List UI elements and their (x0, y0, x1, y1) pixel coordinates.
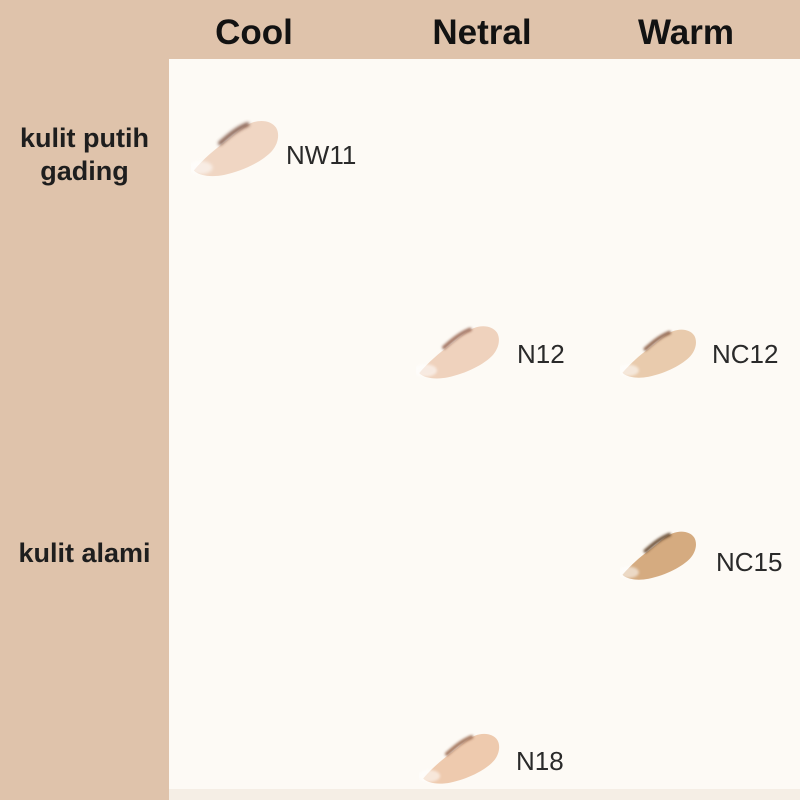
foundation-swatch-nc15 (620, 524, 702, 583)
column-header-warm: Warm (638, 13, 734, 52)
foundation-swatch-nw11 (191, 112, 285, 180)
shade-label-n18: N18 (516, 746, 564, 776)
row-label-kulit-putih-gading: kulit putih gading (0, 122, 169, 188)
swatch-smear-icon (620, 531, 696, 580)
shade-label-nw11: NW11 (286, 140, 357, 170)
column-header-cool: Cool (215, 13, 293, 52)
row-label-line: kulit putih (20, 123, 149, 153)
swatch-smear-icon (620, 329, 696, 378)
swatch-smear-icon (416, 326, 499, 379)
row-label-line: gading (40, 156, 129, 186)
row-label-kulit-alami: kulit alami (0, 537, 169, 570)
foundation-swatch-n18 (419, 726, 507, 787)
foundation-swatch-n12 (416, 318, 506, 382)
swatch-smear-icon (419, 733, 500, 784)
row-label-band (0, 0, 169, 800)
column-header-netral: Netral (432, 13, 532, 52)
foundation-swatch-nc12 (620, 322, 702, 381)
shade-label-nc12: NC12 (712, 339, 779, 369)
swatch-smear-icon (191, 120, 279, 177)
shade-label-n12: N12 (517, 339, 565, 369)
shade-label-nc15: NC15 (716, 547, 783, 577)
bottom-edge-strip (169, 789, 800, 800)
row-label-line: kulit alami (18, 538, 151, 568)
